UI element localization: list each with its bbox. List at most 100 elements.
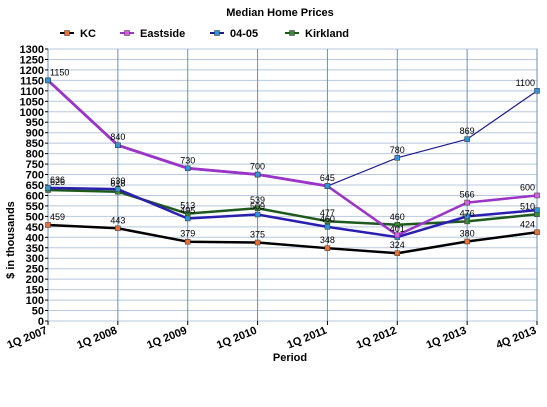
data-point [45,77,51,84]
data-point [324,245,331,251]
y-tick-label: 1050 [20,96,44,108]
x-tick-label: 1Q 2010 [215,325,259,352]
data-point [324,218,331,224]
y-tick-label: 700 [26,170,44,182]
data-label: 645 [320,173,335,183]
data-label: 477 [320,208,335,218]
data-label: 840 [110,132,125,142]
chart-title: Median Home Prices [226,7,334,19]
data-label: 600 [520,182,535,192]
x-tick-label: 1Q 2008 [75,325,119,352]
data-label: 626 [50,177,65,187]
legend-swatch-marker [124,30,130,36]
x-tick-label: 1Q 2012 [355,325,399,352]
legend-label: Eastside [140,28,185,40]
y-tick-label: 1100 [20,86,44,98]
y-tick-label: 1200 [20,65,44,77]
data-label: 460 [320,214,335,224]
x-tick-label: 1Q 2013 [425,325,469,352]
legend-label: 04-05 [230,28,258,40]
y-tick-label: 850 [26,138,44,150]
data-point [254,171,261,178]
series-line-unlabeled [47,186,538,239]
data-point [534,192,540,199]
x-axis-ticks: 1Q 2007 1Q 2008 1Q 2009 1Q 2010 1Q 2011 1Q 20… [5,321,538,352]
data-label: 730 [180,155,195,165]
y-tick-label: 450 [26,222,44,234]
y-tick-label: 750 [26,159,44,171]
x-tick-label: 1Q 2007 [5,325,49,352]
data-label: 380 [460,228,475,238]
data-point [324,183,331,189]
legend-swatch-marker [64,30,70,36]
series-line-kc [47,223,538,255]
data-label: 1100 [516,78,535,88]
data-label: 513 [180,201,195,211]
y-tick-label: 0 [38,316,44,328]
data-point [254,211,261,218]
data-label: 348 [320,235,335,245]
y-tick-label: 1000 [20,107,44,119]
data-point [464,238,470,245]
y-axis-ticks: 0501001502002503003504004505005506006507… [20,44,48,328]
x-tick-label: 1Q 2009 [145,325,189,352]
y-tick-label: 650 [26,180,44,192]
y-tick-label: 950 [26,117,44,129]
series-layer [45,77,540,256]
y-tick-label: 350 [26,243,44,255]
data-labels: 459 443 379 375 348 324 380 424 566 600 1150 840 730… [50,67,535,250]
data-point [534,229,540,236]
data-label: 476 [460,208,475,218]
data-label: 869 [460,126,475,136]
data-label: 443 [110,215,125,225]
y-tick-label: 50 [32,306,44,318]
y-tick-label: 600 [26,190,44,202]
data-point [115,225,121,232]
data-point [254,205,261,211]
data-point [45,185,51,191]
gridlines [47,48,538,322]
data-point [534,88,540,94]
data-label: 510 [520,201,535,211]
legend-swatch-marker [289,30,295,36]
legend-label: KC [80,28,96,40]
y-tick-label: 400 [26,232,44,244]
data-label: 460 [390,212,405,222]
y-tick-label: 1150 [20,75,44,87]
data-point [464,199,470,206]
y-tick-label: 1300 [20,44,44,56]
y-tick-label: 1250 [20,54,44,66]
data-label: 379 [180,229,195,239]
y-tick-label: 550 [26,201,44,213]
y-tick-label: 500 [26,211,44,223]
data-label: 618 [110,179,125,189]
data-point [394,222,401,228]
y-tick-label: 900 [26,128,44,140]
data-point [534,207,540,213]
data-label: 780 [390,145,405,155]
y-tick-label: 200 [26,274,44,286]
data-point [184,215,191,222]
y-tick-label: 100 [26,295,44,307]
data-label: 1150 [50,67,69,77]
data-point [324,224,331,230]
data-point [115,186,121,192]
data-label: 566 [460,190,475,200]
legend: KC Eastside 04-05 Kirkland [60,28,349,40]
x-tick-label: 4Q 2013 [494,325,538,352]
data-point [254,239,261,246]
data-point [115,142,121,148]
y-tick-label: 250 [26,264,44,276]
data-point [45,222,51,228]
x-axis-label: Period [273,352,307,364]
data-label: 509 [250,202,265,212]
data-label: 630 [110,176,125,186]
data-label: 424 [520,219,535,229]
data-label: 495 [180,205,195,215]
legend-label: Kirkland [305,28,349,40]
data-point [394,250,401,256]
data-label: 700 [250,162,265,172]
y-tick-label: 150 [26,285,44,297]
y-tick-label: 300 [26,253,44,265]
